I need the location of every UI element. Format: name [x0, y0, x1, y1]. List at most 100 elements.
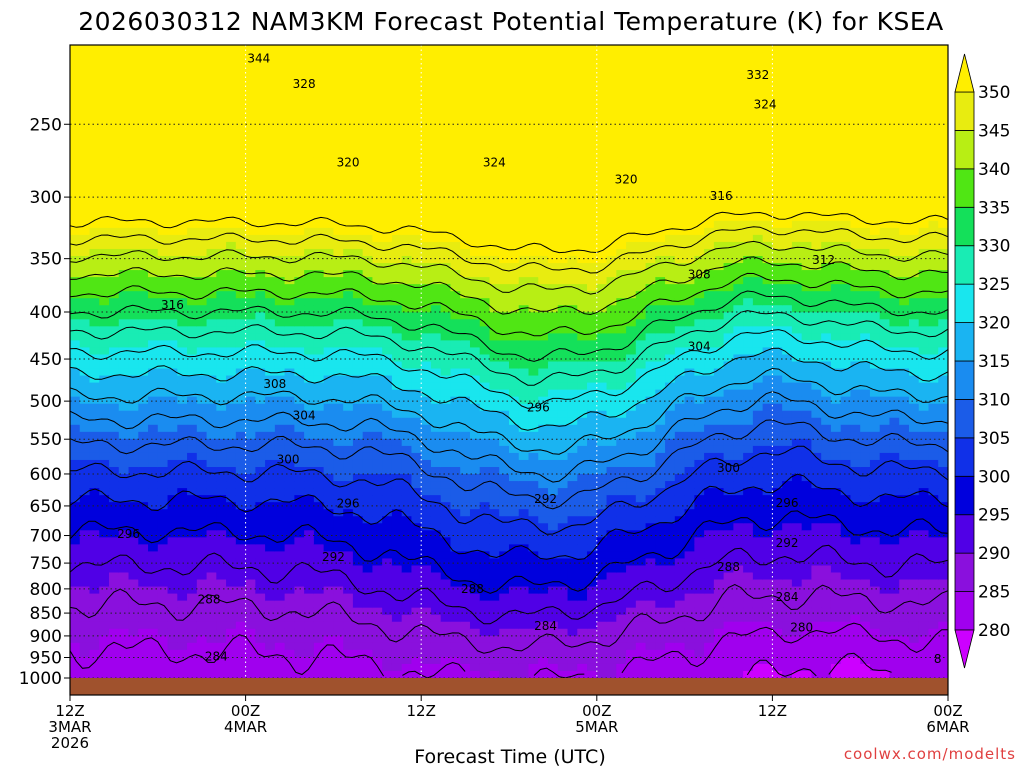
- shade-cell: [352, 66, 364, 74]
- shade-cell: [206, 101, 217, 109]
- shade-cell: [89, 164, 100, 173]
- shade-cell: [421, 66, 432, 74]
- shade-cell: [99, 52, 110, 60]
- shade-cell: [226, 206, 237, 215]
- shade-cell: [313, 438, 325, 447]
- shade-cell: [187, 354, 198, 363]
- shade-cell: [430, 45, 442, 53]
- shade-cell: [177, 115, 188, 123]
- shade-cell: [89, 234, 100, 243]
- shade-cell: [274, 649, 286, 658]
- shade-cell: [206, 248, 217, 257]
- shade-cell: [596, 361, 608, 370]
- shade-cell: [118, 234, 130, 243]
- shade-cell: [596, 270, 608, 278]
- shade-cell: [157, 164, 169, 173]
- shade-cell: [294, 558, 305, 567]
- shade-cell: [70, 185, 81, 194]
- shade-cell: [284, 431, 295, 440]
- shade-cell: [460, 122, 471, 130]
- shade-cell: [587, 467, 598, 475]
- shade-cell: [548, 115, 559, 123]
- shade-cell: [440, 502, 452, 510]
- shade-cell: [372, 431, 383, 440]
- shade-cell: [411, 66, 422, 74]
- shade-cell: [167, 635, 178, 644]
- shade-cell: [499, 621, 510, 630]
- shade-cell: [79, 143, 91, 152]
- shade-cell: [313, 326, 325, 334]
- shade-cell: [352, 509, 364, 517]
- shade-cell: [548, 122, 559, 130]
- shade-cell: [577, 305, 588, 313]
- shade-cell: [401, 234, 413, 243]
- shade-cell: [509, 234, 520, 243]
- shade-cell: [265, 150, 276, 159]
- shade-cell: [548, 248, 559, 257]
- shade-cell: [577, 354, 588, 363]
- shade-cell: [196, 565, 208, 574]
- shade-cell: [187, 248, 198, 257]
- shade-cell: [460, 101, 471, 109]
- shade-cell: [265, 234, 276, 243]
- shade-cell: [577, 502, 588, 510]
- shade-cell: [109, 59, 120, 67]
- shade-cell: [557, 628, 569, 637]
- shade-cell: [187, 256, 198, 264]
- shade-cell: [128, 361, 139, 370]
- shade-cell: [157, 523, 169, 531]
- shade-cell: [391, 389, 403, 398]
- shade-cell: [304, 354, 315, 363]
- shade-cell: [577, 663, 588, 672]
- shade-cell: [333, 488, 344, 496]
- shade-cell: [382, 94, 393, 102]
- shade-cell: [70, 438, 81, 447]
- shade-cell: [109, 558, 120, 567]
- shade-cell: [362, 481, 374, 489]
- shade-cell: [235, 523, 247, 531]
- shade-cell: [216, 389, 227, 398]
- shade-cell: [177, 143, 188, 152]
- shade-cell: [411, 94, 422, 102]
- shade-cell: [509, 375, 520, 384]
- shade-cell: [411, 375, 422, 384]
- shade-cell: [70, 410, 81, 419]
- shade-cell: [304, 642, 315, 651]
- shade-cell: [235, 129, 247, 138]
- shade-cell: [499, 248, 510, 257]
- shade-cell: [499, 45, 510, 53]
- shade-cell: [538, 129, 549, 138]
- shade-cell: [587, 178, 598, 187]
- shade-cell: [167, 263, 178, 271]
- shade-cell: [557, 361, 569, 370]
- shade-cell: [528, 361, 539, 370]
- shade-cell: [538, 305, 549, 313]
- shade-cell: [333, 52, 344, 60]
- shade-cell: [450, 277, 461, 285]
- shade-cell: [372, 361, 383, 370]
- shade-cell: [167, 326, 178, 334]
- shade-cell: [323, 523, 334, 531]
- shade-cell: [99, 227, 110, 236]
- shade-cell: [245, 340, 256, 349]
- shade-cell: [440, 572, 452, 581]
- shade-cell: [196, 340, 208, 349]
- shade-cell: [567, 670, 578, 679]
- shade-cell: [70, 45, 81, 53]
- shade-cell: [372, 192, 383, 201]
- shade-cell: [245, 326, 256, 334]
- shade-cell: [518, 600, 530, 609]
- shade-cell: [187, 101, 198, 109]
- shade-cell: [450, 417, 461, 426]
- shade-cell: [177, 516, 188, 524]
- shade-cell: [235, 593, 247, 602]
- shade-cell: [167, 403, 178, 412]
- shade-cell: [294, 150, 305, 159]
- shade-cell: [79, 523, 91, 531]
- shade-cell: [304, 319, 315, 327]
- shade-cell: [196, 192, 208, 201]
- shade-cell: [226, 171, 237, 180]
- shade-cell: [226, 551, 237, 560]
- shade-cell: [528, 312, 539, 320]
- shade-cell: [362, 389, 374, 398]
